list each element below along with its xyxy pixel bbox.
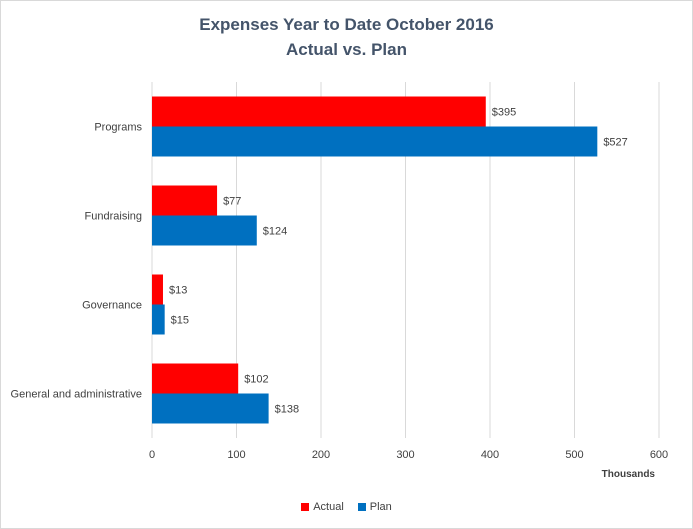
bars [152,96,598,424]
data-label-actual-fundraising: $77 [223,196,241,208]
chart-title: Expenses Year to Date October 2016 [199,15,494,34]
bar-plan-programs [152,126,598,157]
x-tick-label-400: 400 [481,449,499,461]
bar-actual-fundraising [152,185,218,216]
x-tick-label-0: 0 [149,449,155,461]
bar-plan-general-and-administrative [152,393,269,424]
category-label-governance: Governance [82,300,142,312]
x-tick-label-600: 600 [650,449,668,461]
x-tick-label-100: 100 [227,449,245,461]
legend: Actual Plan [0,501,693,513]
data-label-actual-general-and-administrative: $102 [244,374,268,386]
category-label-programs: Programs [94,122,142,134]
bar-actual-general-and-administrative [152,363,239,394]
chart-title-block: Expenses Year to Date October 2016 Actua… [0,12,693,62]
bar-plan-fundraising [152,215,257,246]
x-axis-label: Thousands [602,469,656,480]
chart-subtitle: Actual vs. Plan [286,40,407,59]
legend-label-plan: Plan [369,501,392,513]
x-tick-label-200: 200 [312,449,330,461]
category-label-general-and-administrative: General and administrative [11,389,142,401]
legend-item-plan: Plan [357,501,392,513]
bar-actual-programs [152,96,486,127]
legend-label-actual: Actual [313,501,344,513]
category-label-fundraising: Fundraising [85,211,142,223]
labels: 0 100 200 300 400 500 600 Thousands Programs $395… [11,107,669,481]
data-label-plan-programs: $527 [603,137,627,149]
data-label-actual-programs: $395 [492,107,516,119]
x-tick-label-300: 300 [396,449,414,461]
data-label-plan-governance: $15 [171,315,189,327]
x-tick-label-500: 500 [565,449,583,461]
bar-actual-governance [152,274,163,305]
legend-item-actual: Actual [301,501,344,513]
legend-swatch-plan [357,503,366,511]
bar-plan-governance [152,304,165,335]
data-label-plan-fundraising: $124 [263,226,287,238]
data-label-actual-governance: $13 [169,285,187,297]
legend-swatch-actual [301,503,310,511]
data-label-plan-general-and-administrative: $138 [275,404,299,416]
